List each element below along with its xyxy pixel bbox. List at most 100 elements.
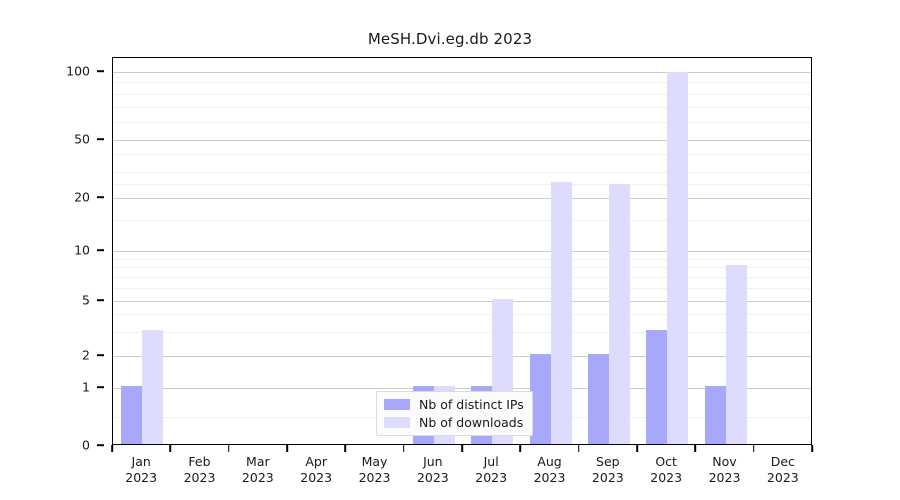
bars-layer: [113, 58, 811, 444]
y-tick-mark: [97, 138, 104, 140]
gridline-major: [113, 72, 811, 73]
x-tick-label-year: 2023: [591, 470, 624, 485]
x-tick-mark: [111, 445, 113, 452]
y-tick-label: 100: [66, 63, 90, 79]
legend-label: Nb of downloads: [419, 415, 524, 430]
x-tick-label-year: 2023: [475, 470, 508, 485]
x-tick-label-nov: Nov 2023: [709, 454, 741, 486]
gridline-minor: [113, 314, 811, 316]
x-tick-label-month: Nov: [712, 454, 737, 469]
page-title: MeSH.Dvi.eg.db 2023: [367, 30, 533, 48]
x-tick-mark: [752, 445, 755, 452]
gridline-major: [113, 388, 811, 389]
x-tick-label-month: Dec: [770, 454, 795, 469]
x-tick-label-year: 2023: [708, 470, 741, 485]
bar-aug-ips: [529, 354, 551, 444]
gridline-major: [113, 140, 811, 141]
gridline-minor: [113, 106, 811, 108]
y-tick-mark: [97, 386, 104, 388]
x-tick-label-feb: Feb 2023: [184, 454, 216, 486]
gridline-minor: [113, 287, 811, 289]
legend-swatch-icon: [384, 417, 410, 428]
x-tick-mark: [577, 445, 580, 452]
x-tick-mark: [811, 445, 813, 452]
y-tick-mark: [97, 444, 104, 446]
gridline-minor: [113, 183, 811, 185]
x-tick-label-year: 2023: [416, 470, 449, 485]
y-tick-mark: [97, 249, 104, 251]
x-tick-label-jul: Jul 2023: [475, 454, 507, 486]
x-tick-label-jan: Jan 2023: [125, 454, 157, 486]
x-tick-label-apr: Apr 2023: [300, 454, 332, 486]
x-tick-mark: [461, 445, 463, 452]
gridline-minor: [113, 93, 811, 95]
x-tick-label-month: Apr: [305, 454, 327, 469]
x-tick-label-month: Oct: [655, 454, 677, 469]
x-tick-label-aug: Aug 2023: [534, 454, 566, 486]
x-tick-label-month: Aug: [537, 454, 562, 469]
y-tick-label: 2: [82, 347, 90, 363]
bar-sep-downloads: [608, 184, 630, 444]
y-tick-mark: [97, 70, 104, 72]
gridline-minor: [113, 276, 811, 278]
chart-legend: Nb of distinct IPs Nb of downloads: [376, 391, 533, 436]
x-tick-label-oct: Oct 2023: [650, 454, 682, 486]
gridline-minor: [113, 122, 811, 124]
gridline-minor: [113, 331, 811, 333]
x-tick-label-year: 2023: [533, 470, 566, 485]
bar-sep-ips: [587, 354, 609, 444]
gridline-major: [113, 198, 811, 199]
x-tick-label-mar: Mar 2023: [242, 454, 274, 486]
x-tick-mark: [636, 445, 638, 452]
y-tick-mark: [97, 354, 104, 356]
y-tick-label: 1: [82, 379, 90, 395]
legend-item: Nb of downloads: [384, 415, 524, 430]
x-tick-mark: [227, 445, 230, 452]
x-tick-label-year: 2023: [358, 470, 391, 485]
x-tick-label-year: 2023: [125, 470, 158, 485]
x-tick-mark: [519, 445, 522, 452]
x-tick-label-month: May: [361, 454, 388, 469]
x-tick-label-month: Jun: [423, 454, 443, 469]
x-tick-mark: [694, 445, 697, 452]
gridline-major: [113, 356, 811, 357]
y-axis: 0 1 2 5 10 20 50 100: [0, 57, 104, 453]
y-tick-label: 50: [74, 131, 90, 147]
bar-oct-downloads: [667, 71, 689, 444]
x-tick-label-month: Sep: [596, 454, 620, 469]
y-tick-label: 5: [82, 292, 90, 308]
gridline-major: [113, 301, 811, 302]
x-tick-label-year: 2023: [300, 470, 333, 485]
x-tick-mark: [169, 445, 172, 452]
y-tick-label: 10: [74, 242, 90, 258]
y-tick-mark: [97, 299, 104, 301]
y-tick-label: 20: [74, 189, 90, 205]
x-tick-label-sep: Sep 2023: [592, 454, 624, 486]
gridline-minor: [113, 219, 811, 221]
bar-nov-ips: [704, 386, 726, 444]
x-tick-label-month: Jul: [483, 454, 499, 469]
bar-aug-downloads: [550, 181, 572, 444]
legend-item: Nb of distinct IPs: [384, 397, 524, 412]
x-tick-mark: [286, 445, 288, 452]
y-tick-label: 0: [82, 437, 90, 453]
bar-nov-downloads: [725, 265, 747, 444]
x-tick-label-jun: Jun 2023: [417, 454, 449, 486]
legend-swatch-icon: [384, 399, 410, 410]
x-tick-label-dec: Dec 2023: [767, 454, 799, 486]
x-tick-label-year: 2023: [241, 470, 274, 485]
gridline-major: [113, 251, 811, 252]
x-tick-label-year: 2023: [650, 470, 683, 485]
plot-area: [112, 57, 812, 445]
gridline-minor: [113, 258, 811, 260]
legend-label: Nb of distinct IPs: [419, 397, 524, 412]
bar-jan-ips: [121, 386, 143, 444]
bar-jan-downloads: [142, 329, 164, 444]
gridline-minor: [113, 267, 811, 269]
x-tick-label-month: Mar: [246, 454, 270, 469]
gridline-minor: [113, 172, 811, 174]
x-tick-mark: [344, 445, 347, 452]
x-tick-label-year: 2023: [183, 470, 216, 485]
y-tick-mark: [97, 196, 104, 198]
